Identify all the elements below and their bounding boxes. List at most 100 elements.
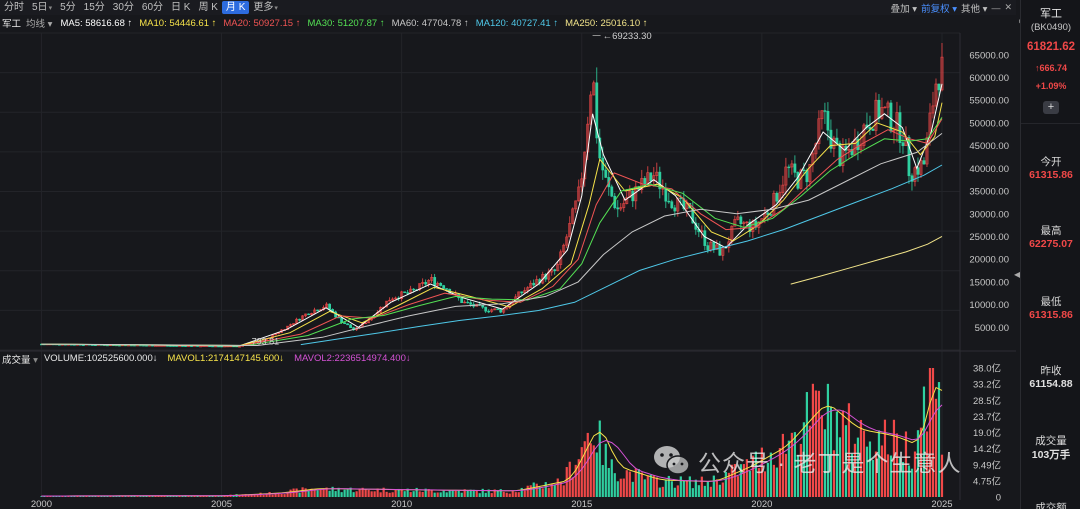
candle-body (643, 178, 647, 185)
tab-5day[interactable]: 5日▾ (28, 1, 56, 14)
volume-bar (313, 489, 316, 497)
volume-bar (913, 451, 917, 497)
volume-axis-tick: 19.0亿 (973, 427, 1001, 439)
volume-bar (196, 495, 199, 497)
amount-label: 成交额 (1035, 502, 1067, 509)
wechat-icon (654, 446, 690, 475)
volume-bar (628, 471, 631, 497)
watermark-text: 公众号 · 老丁是个生意人 (698, 450, 962, 476)
volume-bar (712, 475, 715, 497)
candle-body (430, 277, 434, 281)
tab-5min[interactable]: 5分 (60, 2, 76, 13)
chevron-down-icon: ▾ (909, 3, 918, 15)
candle-body (388, 299, 392, 302)
price-axis-tick: 25000.00 (969, 232, 1009, 243)
add-watchlist-button[interactable]: + (1043, 101, 1059, 114)
volume-bar (700, 476, 703, 497)
tab-daily-k[interactable]: 日 K (171, 2, 191, 13)
candle-body (505, 307, 509, 310)
candle-body (652, 175, 656, 182)
candle-body (766, 212, 770, 215)
volume-bar (646, 475, 649, 497)
volume-indicator-select[interactable]: 成交量 ▾ (0, 352, 38, 366)
volume-bar (820, 415, 824, 497)
collapse-panel-icon[interactable]: ◀ (1014, 270, 1021, 279)
watermark: 公众号 · 老丁是个生意人 (652, 444, 961, 478)
candle-body (217, 345, 220, 348)
volume-bar (424, 488, 427, 497)
candle-body (214, 345, 217, 348)
volume-bar (97, 495, 100, 497)
volume-bar (856, 437, 860, 497)
ma-line-ma10 (41, 102, 943, 347)
price-axis-tick: 60000.00 (969, 73, 1009, 84)
volume-bar (106, 496, 109, 497)
volume-bar (616, 481, 619, 497)
volume-bar (49, 496, 52, 497)
candle-body (433, 277, 437, 286)
volume-bar (814, 390, 818, 497)
ma-line-ma60 (41, 133, 943, 347)
volume-bar (481, 488, 484, 497)
candle-body (307, 313, 310, 316)
x-axis-tick: 2000 (31, 499, 52, 509)
overlay-button[interactable]: 叠加 ▾ (891, 1, 917, 15)
indicator-select[interactable]: 均线 ▾ (26, 16, 52, 30)
volume-bar (832, 450, 836, 497)
candle-body (823, 110, 827, 112)
chevron-down-icon: ▾ (980, 3, 988, 15)
volume-bar (349, 487, 352, 497)
volume-bar (835, 411, 839, 497)
volume-bar (472, 489, 475, 497)
volume-bar (808, 425, 812, 497)
volume-bar (505, 492, 508, 497)
low-value: 61315.86 (1029, 309, 1073, 321)
volume-bar (787, 440, 790, 497)
adjust-label: 前复权 (921, 3, 950, 15)
candle-body (733, 219, 737, 227)
candle-body (469, 302, 473, 305)
volume-bar (355, 491, 358, 497)
volume-bar (640, 472, 643, 497)
candle-body (154, 345, 157, 347)
x-axis-tick: 2020 (751, 499, 772, 509)
candle-body (898, 112, 902, 143)
tab-more[interactable]: 更多▾ (249, 1, 282, 14)
candle-body (856, 138, 860, 151)
tab-15min[interactable]: 15分 (83, 2, 105, 13)
price-axis-tick: 40000.00 (969, 164, 1009, 175)
volume-bar (550, 484, 553, 497)
volume-bar (250, 494, 253, 497)
close-icon[interactable]: ✕ (1004, 2, 1012, 12)
tab-60min[interactable]: 60分 (141, 2, 164, 13)
tab-weekly-k[interactable]: 周 K (198, 2, 218, 13)
tab-intraday[interactable]: 分时 (4, 2, 24, 13)
ma30-value: MA30: 51207.87 ↑ (307, 17, 385, 29)
volume-bar (763, 471, 766, 497)
candle-body (304, 313, 307, 317)
volume-bar (238, 495, 241, 497)
other-button[interactable]: 其他 ▾ (961, 1, 987, 15)
candle-body (346, 323, 350, 326)
volume-bar (340, 492, 343, 497)
volume-bar (322, 488, 325, 497)
tab-5day-label: 5日 (32, 2, 48, 13)
tab-30min[interactable]: 30分 (112, 2, 134, 13)
candle-body (190, 345, 193, 347)
volume-bar (466, 489, 469, 497)
volume-bar (757, 468, 760, 497)
ma-line-ma250 (790, 235, 943, 285)
volume-bar (532, 482, 535, 497)
volume-bar (733, 464, 736, 497)
volume-bar (367, 490, 370, 497)
tab-monthly-k[interactable]: 月 K (221, 1, 250, 14)
candle-body (496, 308, 500, 310)
minimize-icon[interactable]: — (991, 2, 1001, 13)
volume-bar (919, 427, 923, 497)
kline-chart[interactable]: 65000.00 60000.00 55000.00 50000.00 45000.00… (0, 0, 1016, 509)
volume-bar (403, 491, 406, 497)
candle-body (937, 83, 941, 91)
adjust-button[interactable]: 前复权 ▾ (921, 1, 957, 15)
candle-body (532, 282, 536, 286)
volume-bar (382, 487, 385, 497)
